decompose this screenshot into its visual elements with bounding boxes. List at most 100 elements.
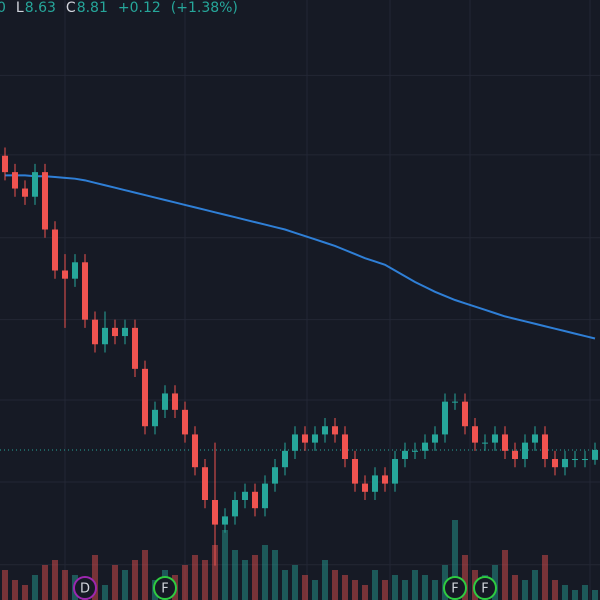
legend-value: (+1.38%) [171, 0, 238, 16]
event-marker [473, 576, 497, 600]
event-marker [153, 576, 177, 600]
candle-body [502, 434, 508, 451]
volume-bar [522, 580, 528, 600]
volume-bar [272, 550, 278, 600]
event-marker [443, 576, 467, 600]
volume-bar [342, 575, 348, 600]
volume-bar [222, 530, 228, 600]
candle-body [152, 409, 158, 427]
volume-bar [242, 560, 248, 600]
volume-bar [562, 585, 568, 600]
volume-bar [572, 590, 578, 600]
volume-bar [312, 580, 318, 600]
candle-body [62, 270, 68, 279]
candle-body [262, 483, 268, 509]
candle-body [92, 319, 98, 345]
volume-bar [362, 585, 368, 600]
volume-bar [142, 550, 148, 600]
volume-bar [402, 580, 408, 600]
volume-bar [452, 520, 458, 600]
volume-bar [132, 560, 138, 600]
volume-bar [372, 570, 378, 600]
volume-bar [202, 560, 208, 600]
candle-body [422, 442, 428, 451]
candle-body [2, 155, 8, 173]
candle-body [432, 434, 438, 443]
grid [0, 74, 600, 566]
candle-body [472, 426, 478, 443]
candle-body [102, 327, 108, 345]
candle-body [442, 401, 448, 435]
candle-body [22, 188, 28, 197]
candle-body [292, 434, 298, 451]
candle-body [402, 450, 408, 460]
candle-body [272, 467, 278, 484]
volume-bar [392, 575, 398, 600]
candle-body [122, 327, 128, 337]
volume-bar [582, 585, 588, 600]
volume-bar [432, 580, 438, 600]
candle-body [322, 426, 328, 435]
candle-body [182, 409, 188, 435]
legend-key: L [16, 0, 24, 16]
volume-bar [212, 545, 218, 600]
legend-key: C [66, 0, 76, 16]
candle-body [592, 450, 598, 460]
candle-body [112, 327, 118, 337]
volume-bar [532, 570, 538, 600]
volume-bar [332, 570, 338, 600]
candle-body [242, 491, 248, 500]
volume-bar [232, 550, 238, 600]
candle-body [522, 442, 528, 460]
volume-bar [112, 565, 118, 600]
candle-body [212, 500, 218, 525]
moving-average [5, 174, 596, 340]
legend-value: 8.63 [25, 0, 56, 16]
volume-bar [252, 555, 258, 600]
candle-body [362, 483, 368, 492]
volume-bar [412, 570, 418, 600]
volume-bar [2, 570, 8, 600]
candle-body [462, 401, 468, 427]
candle-body [232, 500, 238, 517]
volume-bar [322, 560, 328, 600]
volume-bar [182, 565, 188, 600]
event-marker [73, 576, 97, 600]
candle-body [202, 467, 208, 500]
candle-body [352, 459, 358, 484]
candle-body [282, 450, 288, 468]
candle-body [452, 401, 458, 403]
volume-bar [282, 570, 288, 600]
volume-bar [262, 545, 268, 600]
candle-body [492, 434, 498, 443]
candle-body [562, 459, 568, 468]
candle-body [582, 459, 588, 461]
volume-bar [192, 555, 198, 600]
candle-body [162, 393, 168, 410]
candle-body [572, 459, 578, 461]
candle-body [42, 172, 48, 230]
candle-body [392, 459, 398, 484]
volume-bar [292, 565, 298, 600]
candle-body [52, 229, 58, 271]
candle-body [192, 434, 198, 468]
volume-bar [42, 565, 48, 600]
candle-body [482, 442, 488, 444]
candle-body [72, 262, 78, 279]
candle-body [252, 491, 258, 509]
event-label: F [161, 582, 168, 597]
volume-bar [32, 575, 38, 600]
legend-value: 8.81 [77, 0, 108, 16]
candle-body [82, 262, 88, 320]
candle-body [32, 172, 38, 197]
candle-body [552, 459, 558, 468]
ohlc-legend: 0 L 8.63 C 8.81 +0.12 (+1.38%) [0, 0, 238, 16]
candle-body [302, 434, 308, 443]
legend-value: +0.12 [118, 0, 161, 16]
event-label: F [481, 582, 488, 597]
candle-body [542, 434, 548, 460]
volume-bar [302, 575, 308, 600]
volume-bar [512, 575, 518, 600]
